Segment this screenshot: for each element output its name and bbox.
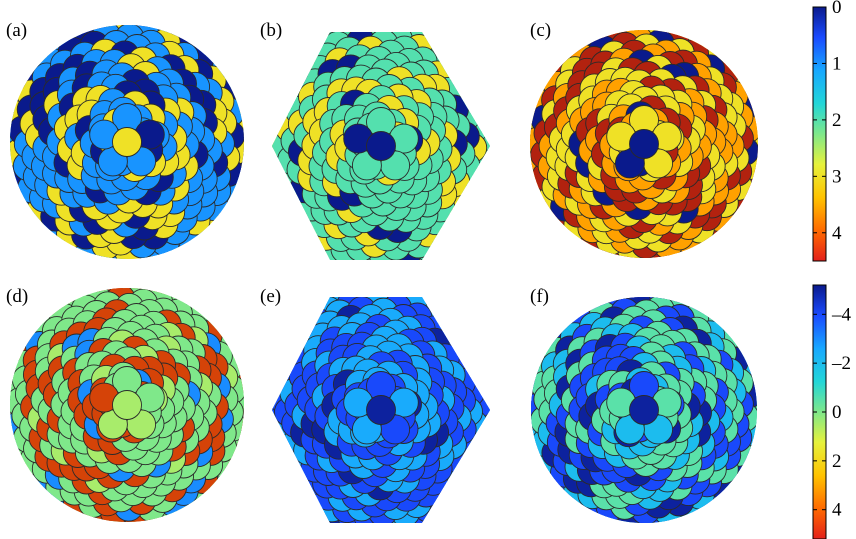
five-fold-center-ball [366,131,396,161]
panel-label-b: (b) [260,20,282,41]
atom-ball [438,222,469,253]
atom-ball [272,112,281,142]
colorbar-top-tick-label: 2 [832,110,842,131]
atom-ball [477,170,490,201]
colorbar-top-tick-label: 4 [832,223,842,244]
atom-ball [461,79,490,110]
atom-ball [459,333,490,364]
atom-ball [272,72,293,103]
atom-ball [470,448,490,479]
atom-ball [272,426,283,457]
atom-ball [272,361,285,391]
atom-ball [471,344,490,375]
colorbar-top: 0 1 2 3 4 [812,0,842,262]
five-fold-center-ball [112,390,142,420]
atom-ball [476,369,490,400]
colorbar-top-tick-label: 1 [832,53,842,74]
atom-ball [272,323,302,354]
cluster-panel-e [272,297,490,523]
colorbar-bottom: –4 –2 0 2 4 [812,284,852,539]
atom-ball [463,191,490,222]
atom-ball [281,210,312,241]
atom-ball [272,462,302,493]
panel-label-d: (d) [6,286,28,307]
colorbar-top-gradient [813,7,826,261]
cluster-panel-d [10,288,244,522]
colorbar-bottom-tick-label: 0 [832,402,842,423]
colorbar-top-tick-label: 3 [832,166,842,187]
atom-ball [272,177,288,208]
atom-ball [272,439,293,470]
atom-ball [472,432,490,463]
panel-label-f: (f) [530,286,549,307]
cluster-panel-b [272,32,490,260]
atom-ball [454,467,485,498]
atom-ball [272,88,291,119]
colorbar-bottom-tick-label: –4 [831,304,852,325]
colorbar-top-frame [812,6,827,262]
five-fold-center-ball [112,127,142,157]
colorbar-bottom-gradient [813,285,826,539]
five-fold-center-ball [366,395,396,425]
atom-ball [465,175,490,206]
atom-ball [458,207,489,238]
panel-label-c: (c) [530,20,551,41]
five-fold-center-ball [629,129,659,159]
atom-ball [279,53,310,84]
cluster-panel-a [10,25,244,259]
atom-ball [286,483,317,514]
five-fold-center-ball [629,395,659,425]
atom-ball [482,104,490,134]
atom-ball [272,188,299,219]
cluster-panel-c [530,30,758,258]
atom-ball [472,90,490,121]
panel-label-e: (e) [260,286,281,307]
atom-ball [446,313,477,343]
atom-ball [459,452,490,483]
panel-label-a: (a) [6,20,27,41]
atom-ball [445,208,476,239]
cluster-panel-f [531,297,757,523]
atom-ball [450,57,481,88]
colorbar-bottom-tick-label: 2 [832,451,842,472]
atom-ball [464,66,490,97]
atom-ball [272,339,298,370]
colorbar-top-tick-label: 0 [832,0,842,18]
colorbar-bottom-tick-label: –2 [831,353,851,374]
colorbar-bottom-tick-label: 4 [832,500,842,521]
